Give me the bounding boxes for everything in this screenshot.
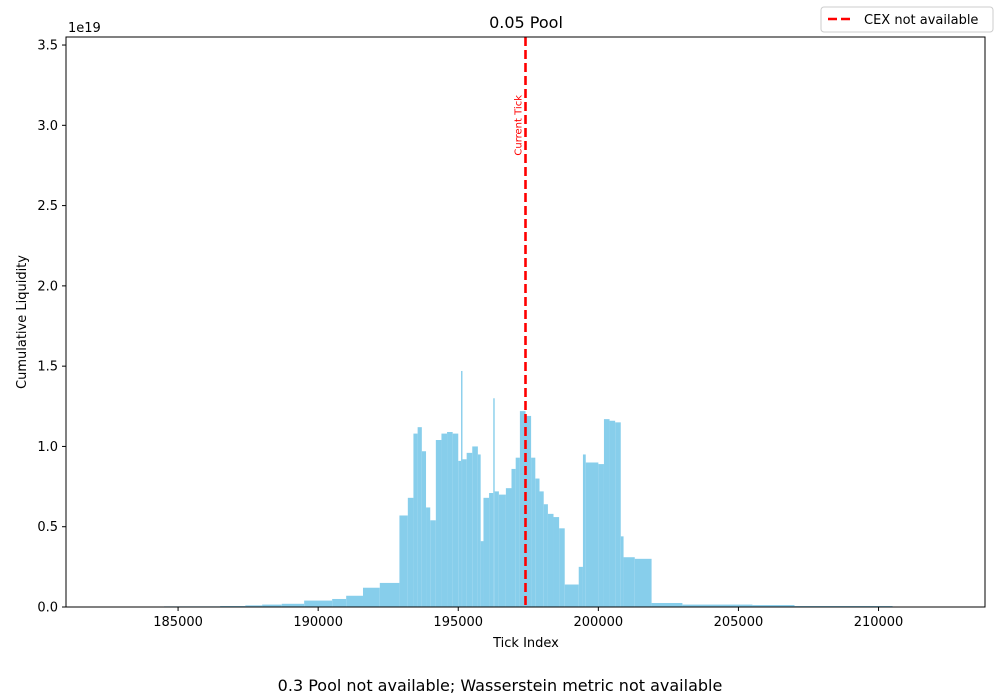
y-tick-label: 3.5 <box>37 39 58 54</box>
liquidity-bar <box>519 411 526 607</box>
liquidity-bar <box>494 491 499 607</box>
liquidity-bar <box>634 558 652 607</box>
liquidity-bar <box>480 541 484 607</box>
liquidity-bar <box>462 459 467 607</box>
liquidity-bar <box>525 415 532 607</box>
liquidity-bar <box>553 517 560 607</box>
liquidity-bar <box>466 452 473 607</box>
liquidity-bar <box>281 603 305 607</box>
liquidity-bar <box>539 491 544 607</box>
liquidity-bar <box>461 370 463 607</box>
y-tick-label: 3.0 <box>37 119 58 134</box>
x-tick-label: 200000 <box>574 615 624 630</box>
legend: CEX not available <box>820 6 994 33</box>
liquidity-bar <box>543 504 548 607</box>
liquidity-bar <box>413 433 418 607</box>
liquidity-bar <box>547 513 554 607</box>
legend-label: CEX not available <box>864 13 978 28</box>
liquidity-bar <box>651 602 683 607</box>
y-tick-label: 2.5 <box>37 199 58 214</box>
x-tick-label: 210000 <box>854 615 904 630</box>
liquidity-bars <box>94 370 943 608</box>
y-axis-ticks: 0.0 0.5 1.0 1.5 2.0 2.5 3.0 3.5 <box>37 39 66 616</box>
liquidity-bar <box>623 557 635 607</box>
liquidity-bar <box>531 457 536 607</box>
current-tick-marker: Current Tick <box>514 37 527 607</box>
liquidity-bar <box>483 497 490 607</box>
liquidity-bar <box>535 478 540 607</box>
liquidity-bar <box>421 451 427 607</box>
x-axis-ticks: 185000 190000 195000 200000 205000 210000 <box>153 607 903 630</box>
liquidity-bar <box>564 584 579 607</box>
chart-title: 0.05 Pool <box>489 13 563 32</box>
plot-frame <box>65 36 986 608</box>
liquidity-bar <box>609 420 616 607</box>
legend-box <box>820 6 994 33</box>
liquidity-bar <box>441 433 448 607</box>
x-tick-label: 190000 <box>293 615 343 630</box>
liquidity-bar <box>458 460 462 607</box>
liquidity-bar <box>399 515 408 607</box>
liquidity-bar <box>511 468 516 607</box>
liquidity-bar <box>477 454 481 607</box>
chart: Current Tick 185000 190000 195000 200000 205… <box>15 6 994 651</box>
liquidity-bar <box>245 605 263 607</box>
liquidity-bar <box>452 433 459 607</box>
y-tick-label: 2.0 <box>37 279 58 294</box>
liquidity-bar <box>304 600 333 607</box>
liquidity-bar <box>417 427 422 607</box>
liquidity-bar <box>682 604 753 607</box>
liquidity-bar <box>603 419 610 607</box>
liquidity-bar <box>515 457 520 607</box>
x-axis-label: Tick Index <box>492 636 559 651</box>
liquidity-bar <box>493 398 495 607</box>
x-tick-label: 205000 <box>714 615 764 630</box>
y-tick-label: 1.5 <box>37 360 58 375</box>
liquidity-bar <box>430 520 436 607</box>
y-axis-label: Cumulative Liquidity <box>15 255 30 389</box>
y-tick-label: 0.0 <box>37 601 58 616</box>
liquidity-bar <box>435 440 442 607</box>
liquidity-bar <box>489 493 494 607</box>
liquidity-bar <box>262 604 282 607</box>
liquidity-bar <box>505 488 512 607</box>
liquidity-bar <box>407 497 414 607</box>
current-tick-label: Current Tick <box>514 95 525 156</box>
liquidity-bar <box>620 536 624 607</box>
liquidity-bar <box>332 598 347 607</box>
x-tick-label: 185000 <box>153 615 203 630</box>
y-tick-label: 0.5 <box>37 520 58 535</box>
liquidity-bar <box>559 528 565 607</box>
liquidity-bar <box>498 494 506 607</box>
liquidity-bar <box>615 422 621 607</box>
y-tick-label: 1.0 <box>37 440 58 455</box>
liquidity-bar <box>585 462 599 607</box>
liquidity-bar <box>578 566 583 607</box>
liquidity-bar <box>598 464 604 607</box>
liquidity-bar <box>362 587 380 607</box>
x-tick-label: 195000 <box>433 615 483 630</box>
liquidity-bar <box>447 431 453 607</box>
liquidity-bar <box>379 582 400 607</box>
liquidity-bar <box>582 454 586 607</box>
caption-text: 0.3 Pool not available; Wasserstein metr… <box>277 676 723 695</box>
liquidity-bar <box>346 595 363 607</box>
liquidity-bar <box>426 507 431 607</box>
liquidity-bar <box>752 605 795 607</box>
liquidity-bar <box>472 446 478 607</box>
y-axis-offset-label: 1e19 <box>68 21 101 36</box>
